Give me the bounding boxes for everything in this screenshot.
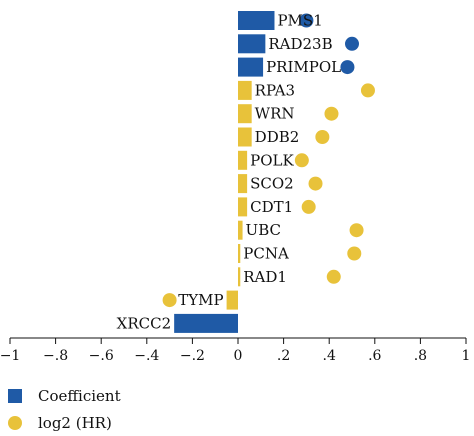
coefficient-bar-ddb2	[238, 127, 252, 147]
log2-hr-dot-cdt1	[301, 199, 316, 214]
coefficient-bar-cdt1	[238, 197, 248, 217]
coefficient-bar-rpa3	[238, 80, 252, 100]
x-tick-label: .8	[414, 348, 427, 364]
gene-label-ddb2: DDB2	[255, 128, 300, 146]
dot-layer	[162, 13, 375, 308]
legend-marker-log2-hr	[8, 416, 22, 430]
bar-layer	[174, 11, 275, 333]
coefficient-bar-tymp	[226, 290, 238, 310]
gene-label-layer: PMS1 RAD23B PRIMPOL RPA3 WRN DDB2 POLK SCO2 CDT1…	[117, 12, 341, 333]
log2-hr-dot-ddb2	[315, 130, 330, 144]
gene-label-sco2: SCO2	[250, 175, 294, 193]
gene-label-pms1: PMS1	[277, 12, 322, 30]
coefficient-bar-pcna	[238, 244, 241, 263]
x-tick-label: 1	[462, 348, 471, 364]
log2-hr-dot-rad1	[326, 269, 341, 284]
x-tick-label: .2	[277, 348, 290, 364]
legend-marker-coefficient	[8, 389, 22, 403]
gene-label-polk: POLK	[250, 151, 294, 169]
gene-label-rad1: RAD1	[243, 268, 287, 286]
gene-label-ubc: UBC	[246, 221, 281, 239]
log2-hr-dot-primpol	[340, 60, 355, 75]
gene-label-xrcc2: XRCC2	[117, 314, 171, 332]
coefficient-bar-rad23b	[238, 34, 266, 54]
legend-label: Coefficient	[38, 387, 121, 405]
legend-label: log2 (HR)	[38, 414, 112, 432]
log2-hr-dot-wrn	[324, 106, 339, 121]
log2-hr-dot-tymp	[162, 293, 177, 308]
coefficient-bar-pms1	[238, 11, 275, 30]
x-tick-label: −.4	[134, 348, 159, 364]
gene-label-rad23b: RAD23B	[268, 35, 332, 53]
legend: Coefficient log2 (HR)	[8, 387, 121, 432]
coefficient-bar-rad1	[238, 267, 241, 287]
log2-hr-dot-pms1	[299, 13, 314, 28]
x-tick-label: .6	[368, 348, 381, 364]
log2-hr-dot-polk	[294, 153, 309, 168]
x-tick-label: −.2	[180, 348, 205, 364]
coefficient-bar-sco2	[238, 174, 248, 194]
log2-hr-dot-pcna	[347, 246, 362, 261]
coefficient-bar-wrn	[238, 104, 252, 124]
x-tick-label: 0	[234, 348, 243, 364]
gene-label-wrn: WRN	[255, 105, 295, 123]
coefficient-bar-xrcc2	[174, 313, 238, 333]
gene-label-rpa3: RPA3	[255, 81, 295, 99]
x-tick-label: −.8	[43, 348, 68, 364]
coefficient-bar-ubc	[238, 220, 243, 240]
gene-label-pcna: PCNA	[243, 245, 289, 263]
x-tick-label: .4	[323, 348, 336, 364]
gene-label-cdt1: CDT1	[250, 198, 293, 216]
gene-label-primpol: PRIMPOL	[266, 58, 341, 76]
log2-hr-dot-ubc	[349, 223, 364, 238]
x-axis: −1 −.8 −.6 −.4 −.2 0 .2 .4 .6 .8 1	[0, 337, 471, 364]
x-tick-label: −.6	[89, 348, 114, 364]
x-tick-label: −1	[0, 348, 20, 364]
log2-hr-dot-sco2	[308, 176, 323, 191]
gene-label-tymp: TYMP	[178, 291, 223, 309]
coefficient-bar-polk	[238, 150, 248, 170]
coefficient-bar-primpol	[238, 57, 264, 77]
log2-hr-dot-rpa3	[360, 83, 375, 98]
log2-hr-dot-rad23b	[345, 36, 359, 51]
